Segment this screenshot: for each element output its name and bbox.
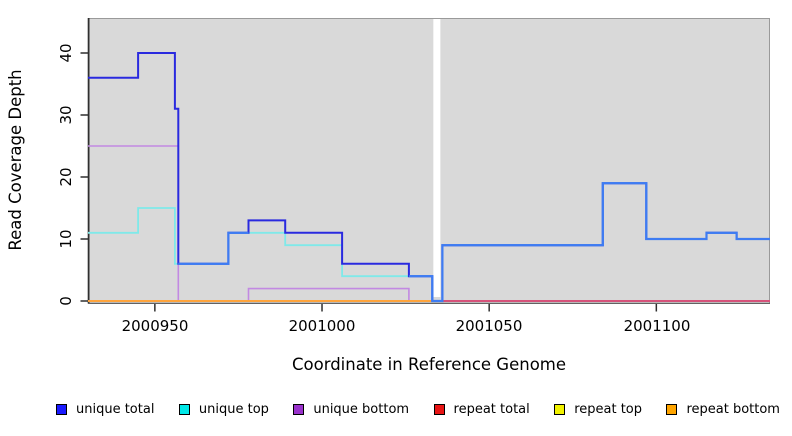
x-tick-label-2001100: 2001100 [624,317,691,335]
plot-panel [88,18,770,304]
y-tick-label-10: 10 [57,229,75,248]
tick-marks [80,52,658,312]
legend-item-repeat-bottom: repeat bottom [666,402,780,417]
x-axis-title: Coordinate in Reference Genome [292,355,566,374]
x-tick-label-2001050: 2001050 [456,317,523,335]
legend: unique total unique top unique bottom re… [56,399,780,419]
y-tick-label-20: 20 [57,167,75,186]
legend-item-repeat-total: repeat total [433,401,530,417]
legend-swatch-unique-bottom [293,403,305,415]
legend-swatch-repeat-top [554,403,566,415]
y-tick-label-40: 40 [57,43,75,62]
legend-label-repeat-total: repeat total [453,401,530,417]
x-tick-label-2000950: 2000950 [122,317,189,335]
legend-label-unique-top: unique top [198,401,269,417]
y-axis-title: Read Coverage Depth [6,69,25,250]
legend-item-unique-total: unique total [56,402,154,417]
legend-label-unique-bottom: unique bottom [313,401,410,417]
legend-label-unique-total: unique total [76,401,155,417]
legend-swatch-unique-total [56,403,67,415]
legend-label-repeat-bottom: repeat bottom [686,401,780,417]
series-layer [88,52,770,303]
x-tick-label-2001000: 2001000 [289,317,356,335]
legend-item-unique-top: unique top [178,401,269,417]
y-tick-label-30: 30 [57,105,75,124]
legend-swatch-unique-top [178,403,190,415]
masked-region-band [433,19,441,297]
legend-item-unique-bottom: unique bottom [293,402,409,417]
legend-item-repeat-top: repeat top [554,402,642,417]
legend-label-repeat-top: repeat top [574,401,642,417]
legend-swatch-repeat-total [433,403,445,415]
y-tick-label-0: 0 [57,296,75,306]
legend-swatch-repeat-bottom [666,403,678,415]
series-line-total-top-overlap [178,182,770,303]
